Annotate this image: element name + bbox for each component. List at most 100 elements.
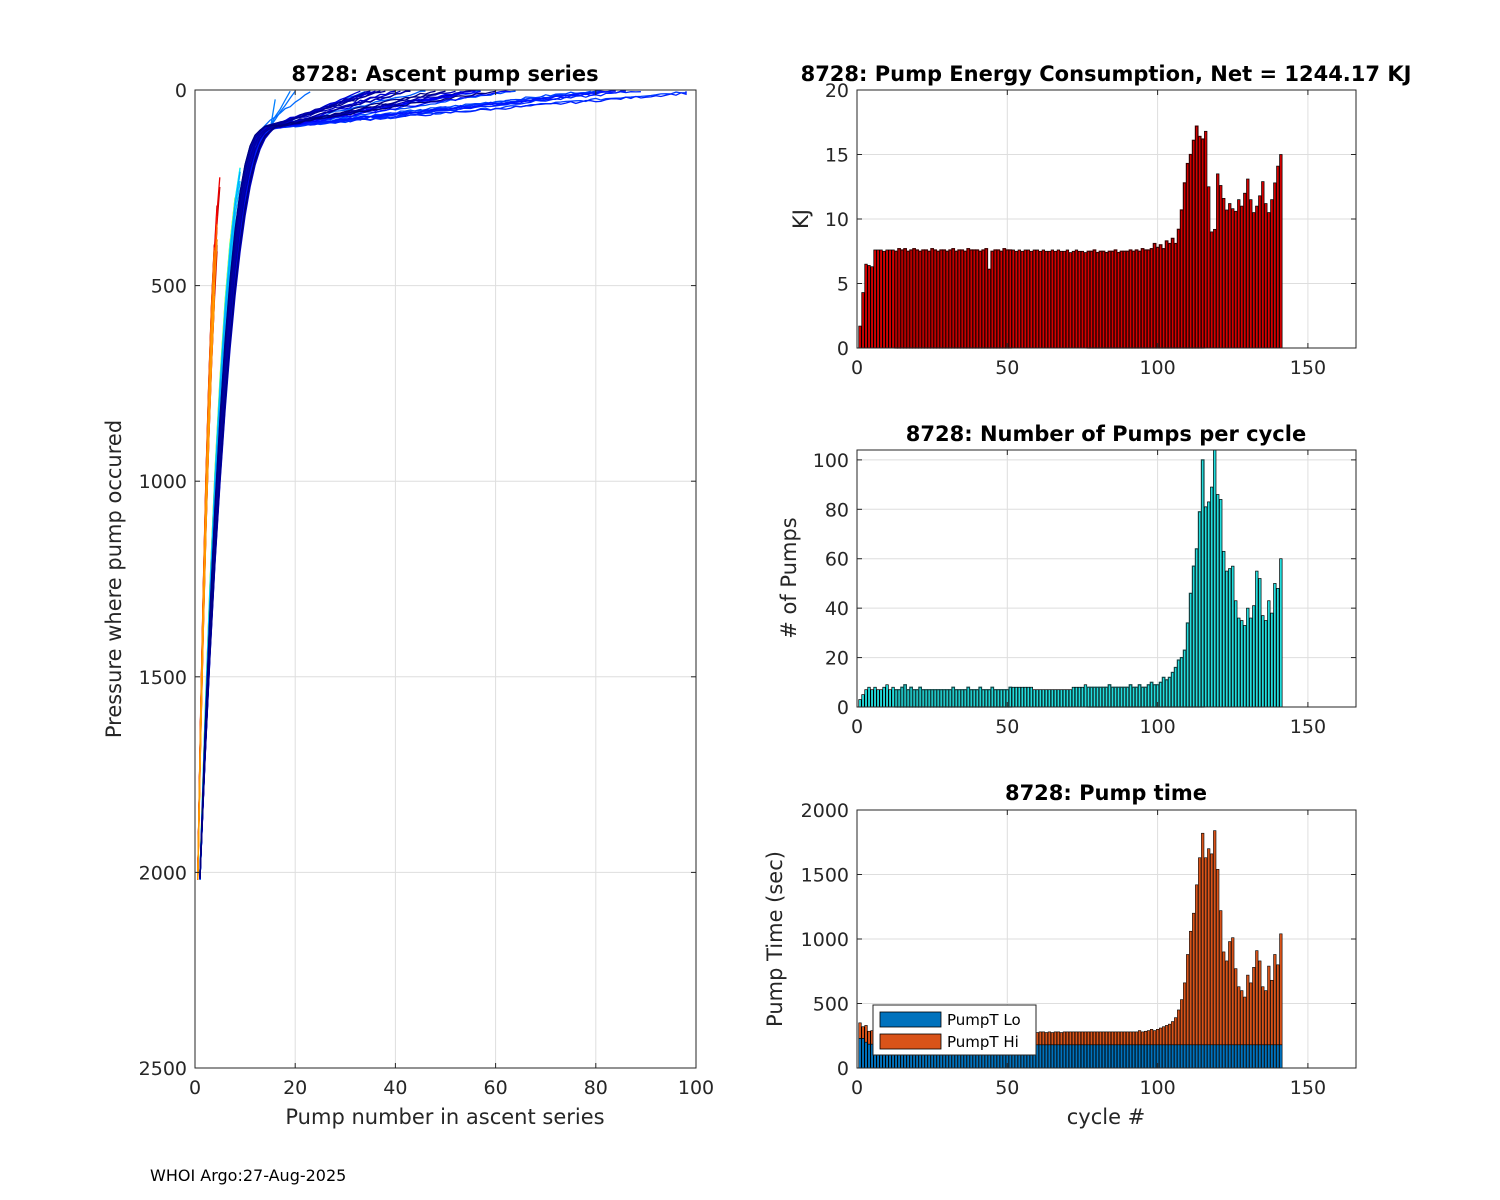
y-tick-label: 40 [825,598,849,620]
pumpt-lo-bar [1201,1044,1205,1069]
pumpt-lo-bar [1125,1044,1130,1069]
ax2-bar [1197,135,1202,349]
pumpt-hi-bar [1068,1031,1073,1046]
pumpt-hi-bar [1047,1031,1051,1046]
pumpt-hi-bar [1276,964,1280,1046]
ax3-bar [1188,592,1193,708]
y-tick-label: 0 [175,80,187,102]
ax3-bar [996,689,1001,708]
ax2-bar [1170,237,1175,349]
ax3-bar [1026,686,1030,708]
ax3-bar [1035,689,1039,708]
ax2-bar [1107,250,1112,349]
ax3-bar [1176,659,1181,708]
pumpt-hi-bar [1273,954,1277,1046]
pumpt-hi-bar [1213,830,1217,1046]
x-tick-label: 100 [1139,1077,1175,1099]
ax2-bar [882,250,886,349]
pumpt-lo-bar [1174,1044,1178,1069]
pumpt-lo-bar [1165,1044,1169,1069]
pumpt-hi-bar [1086,1031,1091,1046]
pumps-title: 8728: Number of Pumps per cycle [906,422,1306,446]
ax3-bar [966,686,971,708]
ax2-bar [1023,249,1027,349]
pumptime-xlabel: cycle # [1067,1105,1146,1129]
pumpt-lo-bar [1083,1044,1088,1069]
ax3-bar [1264,620,1268,708]
pumptime-title: 8728: Pump time [1005,781,1207,805]
ax3-bar [1219,499,1223,708]
pumpt-hi-bar [1171,1021,1175,1046]
ax3-bar [1164,679,1169,708]
ax2-bar [996,249,1001,349]
ax2-bar [1128,249,1133,349]
ax3-bar [1011,686,1015,708]
pumpt-lo-bar [1119,1044,1124,1069]
ax3-bar [912,689,916,708]
ax3-bar [906,689,910,708]
ax3-bar [987,689,992,708]
ax3-bar [1119,686,1124,708]
ax3-bar [1083,684,1088,708]
y-tick-label: 2500 [139,1058,187,1080]
ax3-bar [1071,686,1076,708]
pumpt-hi-bar [1228,941,1232,1046]
ax2-bar [1005,249,1010,349]
ax2-bar [1264,203,1268,349]
pumpt-hi-bar [1147,1030,1151,1046]
pumpt-hi-bar [1162,1026,1166,1046]
pumpt-hi-bar [858,1022,862,1039]
ax2-bar [1104,251,1109,349]
pumpt-lo-bar [1140,1044,1145,1069]
pumpt-lo-bar [1252,1044,1256,1069]
pumpt-hi-bar [1207,848,1211,1046]
ax3-bar [1140,686,1145,708]
ax3-bar [1086,686,1091,708]
y-tick-label: 500 [813,994,849,1016]
ax2-bar [1140,248,1145,349]
ax3-bar [1101,686,1106,708]
ax3-bar [1234,600,1238,708]
pumpt-lo-bar [1279,1044,1283,1069]
ax3-bar [1179,656,1184,708]
pumpt-hi-bar [1144,1030,1148,1046]
pumpt-lo-bar [1089,1044,1094,1069]
ax3-bar [1149,681,1154,708]
ax2-bar [1011,249,1015,349]
ax2-bar [1246,178,1250,349]
ax3-bar [1065,689,1070,708]
pumpt-hi-bar [1140,1031,1145,1046]
ax2-bar [1155,246,1160,349]
ax2-bar [1071,250,1076,349]
pumpt-lo-bar [1095,1044,1100,1069]
ax2-bar [972,249,977,349]
ax2-bar [1222,198,1226,349]
pumpt-hi-bar [1231,937,1235,1046]
pumpt-lo-bar [1240,1044,1244,1069]
ax3-bar [1225,570,1229,708]
ax2-bar [1270,199,1274,349]
ax2-bar [1020,250,1024,349]
ax2-bar [1095,251,1100,349]
pumpt-hi-bar [1116,1031,1121,1046]
x-tick-label: 20 [283,1077,307,1099]
x-tick-label: 100 [678,1077,714,1099]
pumpt-hi-bar [1252,967,1256,1046]
pumpt-lo-bar [1092,1044,1097,1069]
ax2-bar [990,250,995,349]
ax3-bar [1191,565,1196,708]
ax3-bar [1167,676,1172,708]
pumpt-lo-bar [1071,1044,1076,1069]
pumpt-hi-bar [1041,1031,1045,1046]
ax2-bar [1146,249,1151,349]
ax2-bar [1125,250,1130,349]
ax3-bar [1128,684,1133,708]
ax2-bar [1053,250,1058,349]
pumpt-hi-bar [1038,1031,1042,1046]
pumpt-hi-bar [1080,1031,1085,1046]
pumpt-lo-bar [1128,1044,1133,1069]
ax3-bar [1182,649,1187,708]
pumpt-hi-bar [1177,1009,1181,1046]
ax2-bar [969,249,974,349]
ax2-bar [948,249,953,349]
